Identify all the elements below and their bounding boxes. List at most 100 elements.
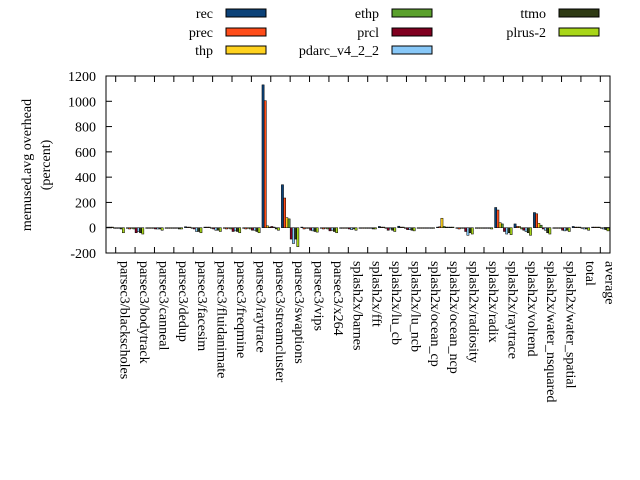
bar-rec	[300, 226, 304, 228]
bar-pdarc_v4_2_2	[505, 227, 509, 235]
bar-prec	[457, 227, 461, 230]
bar-ethp	[229, 227, 233, 230]
bar-rec	[474, 227, 478, 229]
bar-thp	[188, 226, 192, 228]
bar-prcl	[367, 227, 371, 229]
bar-prcl	[115, 227, 119, 229]
bar-prec	[166, 227, 170, 229]
bar-prcl	[503, 227, 506, 232]
bar-thp	[207, 226, 211, 228]
bar-prec	[554, 227, 558, 229]
x-tick-label: splash2x/radix	[485, 261, 500, 343]
y-axis: -200 0 200 400 600 800 1000 1200	[68, 70, 610, 262]
bar-thp	[285, 217, 289, 228]
bar-plrus-2	[296, 227, 300, 247]
bar-rec	[222, 227, 226, 229]
bar-pdarc_v4_2_2	[292, 227, 295, 244]
bar-ethp	[520, 227, 524, 230]
bar-thp	[440, 217, 444, 228]
bar-pdarc_v4_2_2	[350, 227, 353, 230]
bar-prec	[535, 213, 539, 228]
bar-pdarc_v4_2_2	[214, 227, 218, 231]
bar-plrus-2	[451, 226, 455, 228]
bar-prec	[360, 227, 364, 229]
bar-ethp	[307, 227, 310, 229]
bar-thp	[479, 227, 483, 229]
x-tick-label: parsec3/dedup	[175, 261, 190, 342]
bar-plrus-2	[199, 227, 203, 234]
x-tick-label: splash2x/lu_ncb	[407, 261, 422, 352]
bar-prcl	[464, 227, 468, 232]
bar-thp	[324, 227, 327, 229]
bar-ethp	[248, 227, 252, 230]
bar-pdarc_v4_2_2	[175, 227, 179, 229]
bar-ttmo	[352, 227, 356, 230]
bar-ttmo	[429, 227, 433, 229]
bar-rec	[339, 227, 342, 229]
bar-ethp	[384, 227, 388, 229]
bar-rec	[281, 184, 284, 228]
y-tick-label: 400	[75, 171, 96, 186]
bar-thp	[401, 226, 405, 228]
bar-prec	[186, 226, 190, 228]
legend-swatch-rec	[225, 8, 267, 18]
legend-swatch-ttmo	[558, 8, 600, 18]
legend-label-rec: rec	[196, 7, 213, 22]
bar-prec	[399, 226, 403, 228]
bar-rec	[455, 227, 459, 229]
bar-prcl	[134, 227, 138, 234]
x-tick-label: splash2x/raytrace	[504, 261, 519, 359]
y-tick-label: -200	[70, 247, 96, 262]
bar-prcl	[328, 227, 332, 232]
plot-frame	[105, 75, 611, 254]
bar-pdarc_v4_2_2	[582, 227, 586, 230]
bar-plrus-2	[412, 227, 416, 232]
bar-thp	[343, 227, 347, 229]
y-tick-label: 1200	[68, 70, 96, 85]
x-tick-label: splash2x/fft	[369, 261, 384, 327]
bar-plrus-2	[122, 227, 125, 234]
bar-pdarc_v4_2_2	[272, 226, 276, 228]
bar-rec	[184, 226, 187, 228]
bar-plrus-2	[490, 227, 494, 230]
bar-rec	[494, 207, 498, 228]
bar-rec	[145, 227, 149, 229]
x-tick-label: splash2x/water_spatial	[563, 261, 578, 389]
bar-ethp	[113, 227, 116, 229]
bar-prcl	[251, 227, 254, 231]
y-axis-label-unit: (percent)	[39, 139, 54, 190]
x-tick-label: parsec3/canneal	[155, 261, 170, 350]
bar-plrus-2	[393, 227, 397, 232]
bar-thp	[266, 225, 269, 228]
bar-pdarc_v4_2_2	[485, 227, 489, 229]
x-tick-label: average	[601, 261, 616, 305]
x-tick-label: parsec3/streamcluster	[272, 261, 287, 383]
bar-prec	[302, 227, 306, 230]
bar-rec	[513, 223, 517, 228]
bar-thp	[556, 227, 560, 229]
bar-ethp	[190, 227, 194, 229]
bar-thp	[595, 226, 599, 228]
bar-ttmo	[507, 227, 511, 234]
bar-plrus-2	[141, 227, 145, 235]
y-tick-label: 800	[75, 121, 96, 136]
y-tick-label: 0	[89, 222, 96, 237]
bar-ethp	[500, 223, 504, 228]
bar-prcl	[580, 227, 584, 229]
x-tick-label: splash2x/lu_cb	[388, 261, 403, 345]
y-tick-label: 1000	[68, 95, 96, 110]
bar-ethp	[462, 227, 465, 229]
bar-ethp	[539, 224, 543, 228]
bar-prec	[128, 227, 131, 230]
bar-prec	[496, 209, 500, 228]
bar-ethp	[597, 226, 601, 228]
x-tick-label: total	[582, 261, 597, 286]
bar-ttmo	[468, 227, 472, 234]
bar-prcl	[212, 227, 216, 230]
bar-thp	[382, 226, 386, 228]
bar-ethp	[442, 226, 446, 228]
x-tick-label: parsec3/bodytrack	[136, 261, 151, 364]
bar-plrus-2	[548, 227, 552, 235]
bar-prcl	[173, 227, 177, 229]
bar-prec	[341, 227, 345, 229]
